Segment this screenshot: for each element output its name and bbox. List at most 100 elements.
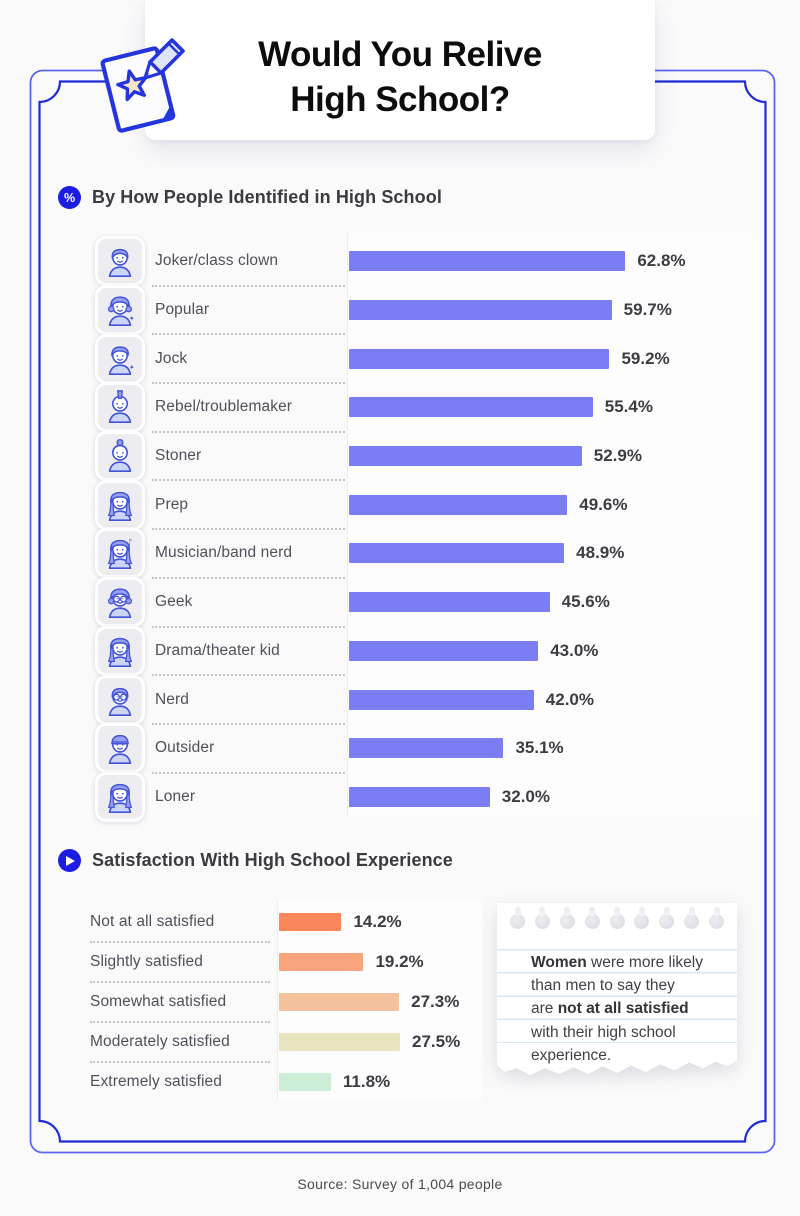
note-text: Women were more likely than men to say th… xyxy=(531,951,731,1067)
star-icon xyxy=(116,69,148,102)
identity-bar xyxy=(349,689,534,710)
loner-avatar-icon xyxy=(95,771,145,822)
torn-note-card: Women were more likely than men to say th… xyxy=(497,903,737,1099)
identity-bar xyxy=(349,786,490,807)
title-card: Would You Relive High School? xyxy=(145,0,655,140)
identity-row: Outsider 35.1% xyxy=(95,723,757,774)
identity-row: Joker/class clown 62.8% xyxy=(95,236,757,287)
dotted-separator xyxy=(152,625,345,628)
svg-text:✦: ✦ xyxy=(129,363,135,371)
dotted-separator xyxy=(152,382,345,385)
identity-bar xyxy=(349,300,612,321)
play-badge-icon xyxy=(58,849,81,872)
dotted-separator xyxy=(90,981,270,984)
note-line: experience. xyxy=(531,1046,612,1064)
punch-hole-icon xyxy=(659,907,675,929)
identity-value: 49.6% xyxy=(579,494,628,514)
identity-bar xyxy=(349,640,539,661)
dotted-separator xyxy=(152,674,345,677)
identity-label: Rebel/troublemaker xyxy=(155,398,293,416)
identity-label: Popular xyxy=(155,301,210,319)
identity-row: ✦ Jock 59.2% xyxy=(95,333,757,385)
satisfaction-bar xyxy=(279,1033,400,1052)
identity-value: 35.1% xyxy=(515,738,564,758)
notebook-ruled-lines xyxy=(497,949,737,1062)
identity-row: Rebel/troublemaker 55.4% xyxy=(95,382,757,433)
dotted-separator xyxy=(90,1021,270,1024)
identity-label: Stoner xyxy=(155,447,202,465)
section1-heading: By How People Identified in High School xyxy=(92,187,442,207)
notebook-punch-holes xyxy=(510,907,724,929)
punch-hole-icon xyxy=(534,907,550,929)
identity-row: Drama/theater kid 43.0% xyxy=(95,625,757,677)
identity-row: ♪ Musician/band nerd 48.9% xyxy=(95,528,757,579)
note-line: Women were more likely xyxy=(531,954,703,971)
dotted-separator xyxy=(152,722,345,725)
frame-inner-line xyxy=(38,80,767,1143)
identity-bar xyxy=(349,397,593,418)
pencil-icon xyxy=(143,38,185,80)
identity-bar xyxy=(349,738,504,759)
dotted-separator xyxy=(152,333,345,336)
identity-bar xyxy=(349,348,610,369)
satisfaction-row: Not at all satisfied 14.2% xyxy=(90,902,490,944)
identity-label: Prep xyxy=(155,495,189,513)
punch-hole-icon xyxy=(609,907,625,929)
satisfaction-value: 27.5% xyxy=(412,1032,461,1052)
nerd-avatar-icon xyxy=(95,674,145,725)
svg-text:✦: ✦ xyxy=(129,314,135,322)
identity-label: Geek xyxy=(155,593,193,611)
identity-value: 52.9% xyxy=(593,446,642,466)
dotted-separator xyxy=(152,430,345,433)
identity-label: Outsider xyxy=(155,739,215,757)
satisfaction-label: Somewhat satisfied xyxy=(90,993,227,1011)
identity-row: Geek 45.6% xyxy=(95,577,757,628)
satisfaction-value: 27.3% xyxy=(411,992,460,1012)
identity-value: 62.8% xyxy=(637,251,686,271)
punch-hole-icon xyxy=(709,907,724,929)
satisfaction-label: Moderately satisfied xyxy=(90,1033,230,1051)
satisfaction-bar xyxy=(279,953,364,972)
identity-row: Stoner 52.9% xyxy=(95,431,757,482)
percent-badge-icon: % xyxy=(58,186,81,209)
punch-hole-icon xyxy=(559,907,575,929)
satisfaction-value: 11.8% xyxy=(342,1072,391,1092)
identity-value: 59.2% xyxy=(621,348,670,368)
identity-bar-chart: Joker/class clown 62.8% ✦ Popular 59.7% … xyxy=(95,236,757,822)
joker-avatar-icon xyxy=(95,236,145,287)
satisfaction-bar xyxy=(279,913,342,932)
identity-value: 59.7% xyxy=(623,300,672,320)
prep-avatar-icon xyxy=(95,479,145,530)
identity-value: 43.0% xyxy=(550,640,599,660)
source-note: Source: Survey of 1,004 people xyxy=(297,1176,503,1192)
rebel-avatar-icon xyxy=(95,382,145,433)
note-line: with their high school xyxy=(531,1023,676,1041)
identity-bar xyxy=(349,592,550,613)
drama-avatar-icon xyxy=(95,625,145,676)
identity-bar xyxy=(349,446,582,467)
satisfaction-bar xyxy=(279,993,400,1012)
identity-row: Prep 49.6% xyxy=(95,479,757,531)
dotted-separator xyxy=(90,1061,270,1064)
identity-bar xyxy=(349,543,565,564)
section2-header: Satisfaction With High School Experience xyxy=(58,849,453,872)
identity-value: 55.4% xyxy=(604,397,653,417)
dotted-separator xyxy=(152,771,345,774)
identity-row: Loner 32.0% xyxy=(95,771,757,822)
identity-value: 48.9% xyxy=(576,543,625,563)
identity-bar xyxy=(349,494,568,515)
satisfaction-row: Somewhat satisfied 27.3% xyxy=(90,982,490,1024)
popular-avatar-icon: ✦ xyxy=(95,285,145,336)
identity-bar xyxy=(349,251,626,272)
identity-label: Musician/band nerd xyxy=(155,544,293,562)
dotted-separator xyxy=(90,941,270,944)
paper-star-pencil-icon xyxy=(100,38,185,133)
outsider-avatar-icon xyxy=(95,723,145,774)
identity-value: 32.0% xyxy=(501,786,550,806)
identity-label: Jock xyxy=(155,349,188,367)
geek-avatar-icon xyxy=(95,577,145,628)
identity-value: 42.0% xyxy=(545,689,594,709)
frame-outer-line xyxy=(29,69,776,1154)
satisfaction-value: 14.2% xyxy=(353,912,402,932)
